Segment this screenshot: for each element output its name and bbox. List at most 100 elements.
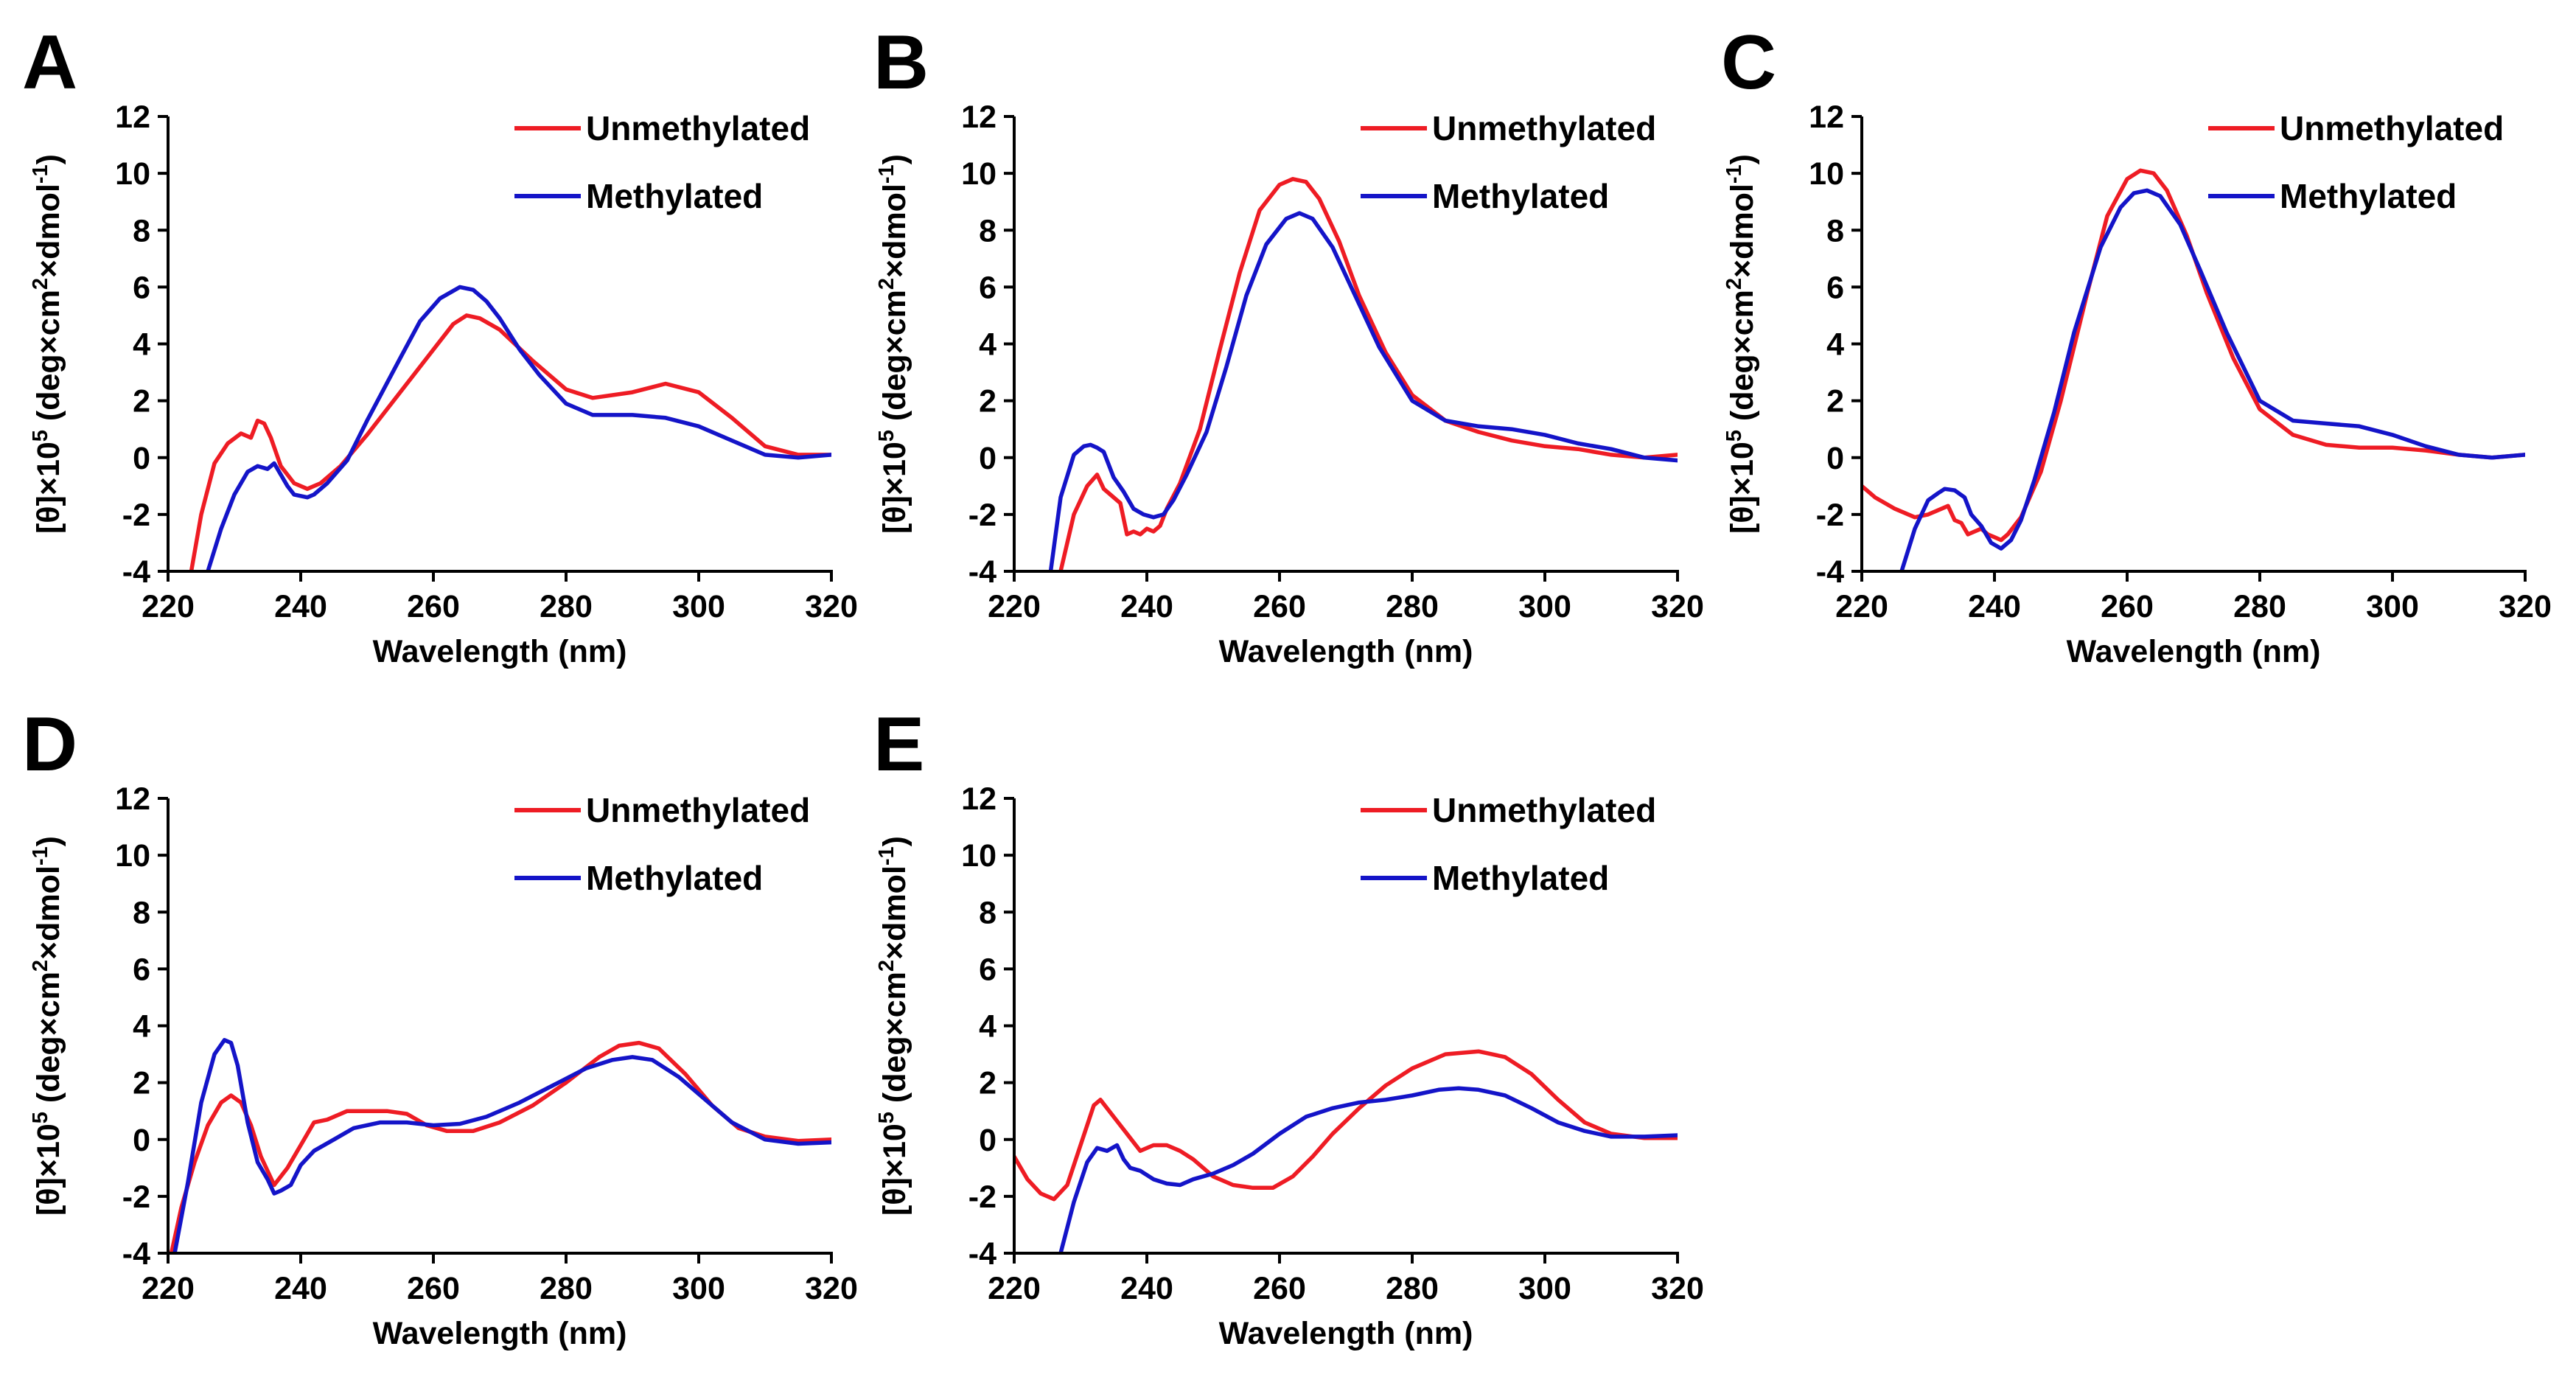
x-tick-label: 220 bbox=[988, 1271, 1041, 1306]
x-tick-label: 240 bbox=[1968, 589, 2021, 624]
y-tick-label: 4 bbox=[979, 1009, 996, 1045]
x-tick-label: 300 bbox=[1518, 1271, 1571, 1306]
x-tick-label: 240 bbox=[1120, 589, 1173, 624]
x-tick-label: 320 bbox=[1651, 589, 1704, 624]
x-axis-title-c: Wavelength (nm) bbox=[2067, 634, 2321, 669]
y-tick-label: 4 bbox=[133, 1009, 150, 1045]
y-title-superscript: 5 bbox=[875, 430, 898, 442]
y-tick-label: 4 bbox=[133, 327, 150, 363]
x-tick-label: 320 bbox=[805, 1271, 858, 1306]
series-line-unmethylated-a bbox=[189, 313, 831, 571]
y-title-superscript: -1 bbox=[875, 846, 898, 865]
x-tick-label: 220 bbox=[988, 589, 1041, 624]
y-tick-label: 0 bbox=[979, 441, 996, 476]
x-tick-label: 260 bbox=[1253, 589, 1306, 624]
y-title-part: (deg×cm bbox=[877, 290, 912, 430]
y-axis-title-c: [θ]×105 (deg×cm2×dmol-1) bbox=[1722, 154, 1760, 534]
x-tick-label: 220 bbox=[142, 589, 195, 624]
x-tick-label: 300 bbox=[672, 589, 725, 624]
y-tick-label: 6 bbox=[133, 270, 150, 305]
y-tick-label: 10 bbox=[1809, 156, 1844, 192]
y-tick-label: -2 bbox=[122, 498, 150, 533]
y-tick-label: 10 bbox=[115, 156, 150, 192]
series-line-unmethylated-e bbox=[1014, 1049, 1678, 1202]
y-title-superscript: 5 bbox=[29, 1112, 52, 1123]
panel-e: E -4 -2 0 2 4 6 8 10 12 220 240 260 280 300 320 Waveleng… bbox=[873, 702, 1704, 1351]
panel-label-b: B bbox=[873, 20, 929, 105]
y-tick-label: 10 bbox=[115, 838, 150, 874]
x-tick-label: 260 bbox=[1253, 1271, 1306, 1306]
panel-label-e: E bbox=[873, 702, 924, 787]
x-axis-title-b: Wavelength (nm) bbox=[1219, 634, 1473, 669]
panel-c: C -4 -2 0 2 4 6 8 10 12 220 240 260 280 300 320 Waveleng… bbox=[1721, 20, 2552, 669]
y-title-superscript: 5 bbox=[875, 1112, 898, 1123]
y-title-part: (deg×cm bbox=[31, 290, 66, 430]
y-tick-label: 8 bbox=[133, 213, 150, 248]
y-tick-label: -2 bbox=[122, 1179, 150, 1215]
y-tick-label: 10 bbox=[961, 156, 996, 192]
y-title-part: ) bbox=[31, 836, 66, 846]
legend-label-methylated-b: Methylated bbox=[1432, 177, 1609, 215]
series-line-methylated-b bbox=[1048, 211, 1678, 571]
panel-d: D -4 -2 0 2 4 6 8 10 12 220 240 260 280 300 320 Waveleng… bbox=[22, 702, 858, 1351]
y-title-superscript: -1 bbox=[875, 164, 898, 184]
y-title-part: [θ]×10 bbox=[31, 1123, 66, 1216]
legend-label-unmethylated-d: Unmethylated bbox=[586, 791, 810, 829]
legend-label-unmethylated-e: Unmethylated bbox=[1432, 791, 1656, 829]
legend-label-methylated-e: Methylated bbox=[1432, 859, 1609, 897]
y-tick-label: -2 bbox=[968, 1179, 996, 1215]
y-tick-label: 6 bbox=[979, 952, 996, 987]
legend-label-unmethylated-a: Unmethylated bbox=[586, 109, 810, 147]
x-tick-label: 300 bbox=[672, 1271, 725, 1306]
legend-label-unmethylated-c: Unmethylated bbox=[2280, 109, 2504, 147]
y-title-part: ×dmol bbox=[31, 184, 66, 278]
y-title-superscript: 2 bbox=[875, 278, 898, 290]
y-title-superscript: 2 bbox=[29, 278, 52, 290]
y-title-part: [θ]×10 bbox=[877, 1123, 912, 1216]
y-title-part: ) bbox=[877, 154, 912, 164]
y-tick-label: 12 bbox=[961, 100, 996, 135]
x-tick-label: 280 bbox=[2233, 589, 2286, 624]
x-tick-label: 320 bbox=[805, 589, 858, 624]
y-title-superscript: 2 bbox=[1722, 278, 1746, 290]
y-title-part: (deg×cm bbox=[31, 972, 66, 1112]
y-title-superscript: -1 bbox=[1722, 164, 1746, 184]
y-tick-label: 8 bbox=[1826, 213, 1844, 248]
legend-label-methylated-c: Methylated bbox=[2280, 177, 2457, 215]
series-line-methylated-c bbox=[1899, 188, 2525, 571]
y-tick-label: 8 bbox=[979, 895, 996, 930]
y-title-part: (deg×cm bbox=[877, 972, 912, 1112]
y-tick-label: 0 bbox=[133, 1123, 150, 1158]
series-line-methylated-a bbox=[206, 285, 831, 571]
y-title-part: ) bbox=[31, 154, 66, 164]
y-tick-label: -4 bbox=[122, 1236, 150, 1272]
y-title-part: ×dmol bbox=[877, 865, 912, 960]
x-axis-title-e: Wavelength (nm) bbox=[1219, 1316, 1473, 1351]
x-tick-label: 320 bbox=[2499, 589, 2552, 624]
y-tick-label: 6 bbox=[133, 952, 150, 987]
y-title-part: ) bbox=[1725, 154, 1760, 164]
y-tick-label: -4 bbox=[122, 554, 150, 590]
panel-label-d: D bbox=[22, 702, 77, 787]
x-axis-title-a: Wavelength (nm) bbox=[373, 634, 627, 669]
legend-label-unmethylated-b: Unmethylated bbox=[1432, 109, 1656, 147]
x-tick-label: 280 bbox=[540, 1271, 593, 1306]
x-tick-label: 280 bbox=[540, 589, 593, 624]
y-title-part: [θ]×10 bbox=[877, 442, 912, 534]
y-title-superscript: 5 bbox=[29, 430, 52, 442]
x-tick-label: 280 bbox=[1386, 589, 1439, 624]
x-tick-label: 260 bbox=[407, 589, 460, 624]
y-title-part: ×dmol bbox=[877, 184, 912, 278]
y-title-superscript: 5 bbox=[1722, 430, 1746, 442]
x-tick-label: 220 bbox=[142, 1271, 195, 1306]
y-title-part: ) bbox=[877, 836, 912, 846]
x-tick-label: 240 bbox=[274, 1271, 327, 1306]
x-tick-label: 220 bbox=[1835, 589, 1888, 624]
y-tick-label: 0 bbox=[133, 441, 150, 476]
x-tick-label: 280 bbox=[1386, 1271, 1439, 1306]
legend-label-methylated-d: Methylated bbox=[586, 859, 763, 897]
y-title-part: ×dmol bbox=[31, 865, 66, 960]
y-tick-label: 2 bbox=[979, 1066, 996, 1101]
y-tick-label: 2 bbox=[133, 384, 150, 419]
